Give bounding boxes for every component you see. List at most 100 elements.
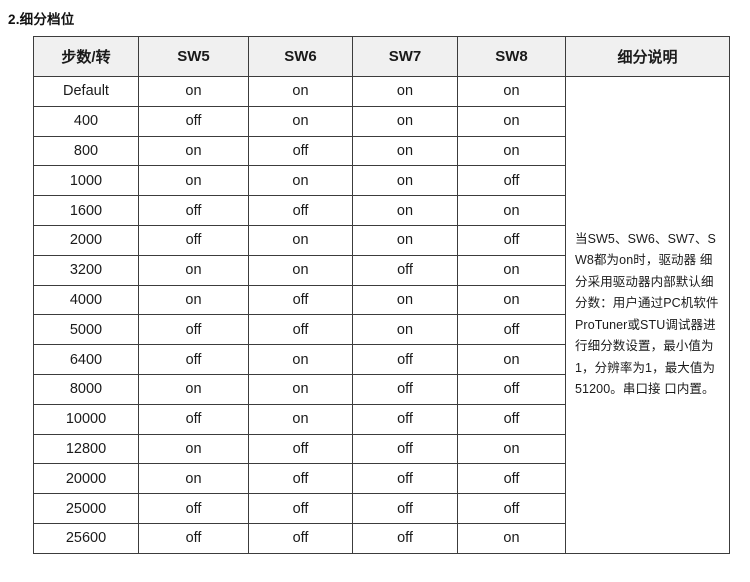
switch-state-cell: off	[457, 373, 566, 405]
switch-state-cell: off	[248, 522, 353, 554]
table-row: 20000 on off off off	[33, 463, 730, 495]
header-note: 细分说明	[565, 36, 730, 77]
microstep-table: 步数/转 SW5 SW6 SW7 SW8 细分说明 Default on on on o…	[33, 36, 730, 554]
steps-cell: 1600	[33, 195, 139, 226]
steps-cell: 20000	[33, 463, 139, 495]
table-row: 12800 on off off on	[33, 433, 730, 465]
switch-state-cell: off	[352, 344, 458, 375]
steps-cell: 6400	[33, 344, 139, 375]
switch-state-cell: off	[248, 493, 353, 524]
switch-state-cell: off	[352, 522, 458, 554]
steps-cell: 25600	[33, 522, 139, 554]
header-sw5: SW5	[138, 36, 249, 77]
switch-state-cell: on	[352, 76, 458, 107]
switch-state-cell: off	[138, 522, 249, 554]
switch-state-cell: on	[352, 165, 458, 197]
table-row: 800 on off on on	[33, 135, 730, 167]
switch-state-cell: on	[352, 135, 458, 167]
table-row: 10000 off on off off	[33, 403, 730, 435]
section-title: 2.细分档位	[8, 12, 75, 27]
steps-cell: 25000	[33, 493, 139, 524]
switch-state-cell: on	[138, 135, 249, 167]
switch-state-cell: off	[457, 403, 566, 435]
switch-state-cell: on	[457, 522, 566, 554]
table-row: 5000 off off on off	[33, 314, 730, 346]
switch-state-cell: off	[248, 135, 353, 167]
switch-state-cell: off	[352, 254, 458, 286]
subdivision-note-cell: 当SW5、SW6、SW7、SW8都为on时，驱动器 细分采用驱动器内部默认细分数…	[565, 76, 730, 554]
switch-state-cell: on	[457, 344, 566, 375]
switch-state-cell: on	[248, 403, 353, 435]
switch-state-cell: off	[138, 493, 249, 524]
switch-state-cell: on	[138, 433, 249, 465]
switch-state-cell: on	[248, 254, 353, 286]
switch-state-cell: off	[138, 344, 249, 375]
switch-state-cell: on	[457, 284, 566, 316]
switch-state-cell: on	[138, 165, 249, 197]
steps-cell: 1000	[33, 165, 139, 197]
switch-state-cell: off	[138, 314, 249, 346]
switch-state-cell: on	[352, 105, 458, 137]
switch-state-cell: off	[248, 463, 353, 495]
steps-cell: Default	[33, 76, 139, 107]
switch-state-cell: on	[457, 195, 566, 226]
switch-state-cell: off	[352, 463, 458, 495]
table-row: 8000 on on off off	[33, 373, 730, 405]
switch-state-cell: on	[248, 165, 353, 197]
switch-state-cell: off	[352, 373, 458, 405]
header-sw7: SW7	[352, 36, 458, 77]
switch-state-cell: on	[352, 314, 458, 346]
switch-state-cell: off	[457, 493, 566, 524]
switch-state-cell: on	[138, 463, 249, 495]
table-row: 1600 off off on on	[33, 195, 730, 226]
steps-cell: 8000	[33, 373, 139, 405]
steps-cell: 800	[33, 135, 139, 167]
table-row: Default on on on on 当SW5、SW6、SW7、SW8都为on时，驱动器…	[33, 76, 730, 554]
switch-state-cell: off	[248, 314, 353, 346]
switch-state-cell: on	[248, 373, 353, 405]
steps-cell: 2000	[33, 224, 139, 256]
switch-state-cell: off	[138, 224, 249, 256]
switch-state-cell: on	[248, 76, 353, 107]
switch-state-cell: off	[248, 195, 353, 226]
switch-state-cell: off	[457, 314, 566, 346]
header-sw6: SW6	[248, 36, 353, 77]
switch-state-cell: off	[457, 165, 566, 197]
switch-state-cell: on	[248, 224, 353, 256]
switch-state-cell: on	[457, 254, 566, 286]
switch-state-cell: off	[352, 493, 458, 524]
switch-state-cell: on	[138, 76, 249, 107]
switch-state-cell: off	[352, 403, 458, 435]
switch-state-cell: off	[457, 463, 566, 495]
table-row: 2000 off on on off	[33, 224, 730, 256]
table-row: 1000 on on on off	[33, 165, 730, 197]
table-row: 3200 on on off on	[33, 254, 730, 286]
steps-cell: 10000	[33, 403, 139, 435]
steps-cell: 5000	[33, 314, 139, 346]
steps-cell: 12800	[33, 433, 139, 465]
switch-state-cell: on	[352, 284, 458, 316]
header-row: 步数/转 SW5 SW6 SW7 SW8 细分说明	[33, 36, 730, 77]
steps-cell: 3200	[33, 254, 139, 286]
table-body: Default on on on on 当SW5、SW6、SW7、SW8都为on时，驱动器…	[33, 76, 730, 554]
switch-state-cell: on	[248, 344, 353, 375]
table-row: 25000 off off off off	[33, 493, 730, 524]
switch-state-cell: on	[457, 105, 566, 137]
steps-cell: 4000	[33, 284, 139, 316]
switch-state-cell: on	[138, 284, 249, 316]
switch-state-cell: on	[352, 224, 458, 256]
switch-state-cell: on	[138, 254, 249, 286]
table-row: 4000 on off on on	[33, 284, 730, 316]
switch-state-cell: off	[138, 403, 249, 435]
table-row: 400 off on on on	[33, 105, 730, 137]
switch-state-cell: off	[352, 433, 458, 465]
switch-state-cell: off	[138, 105, 249, 137]
switch-state-cell: on	[457, 433, 566, 465]
header-steps-per-rev: 步数/转	[33, 36, 139, 77]
switch-state-cell: on	[457, 76, 566, 107]
switch-state-cell: off	[248, 433, 353, 465]
steps-cell: 400	[33, 105, 139, 137]
switch-state-cell: on	[457, 135, 566, 167]
switch-state-cell: on	[138, 373, 249, 405]
